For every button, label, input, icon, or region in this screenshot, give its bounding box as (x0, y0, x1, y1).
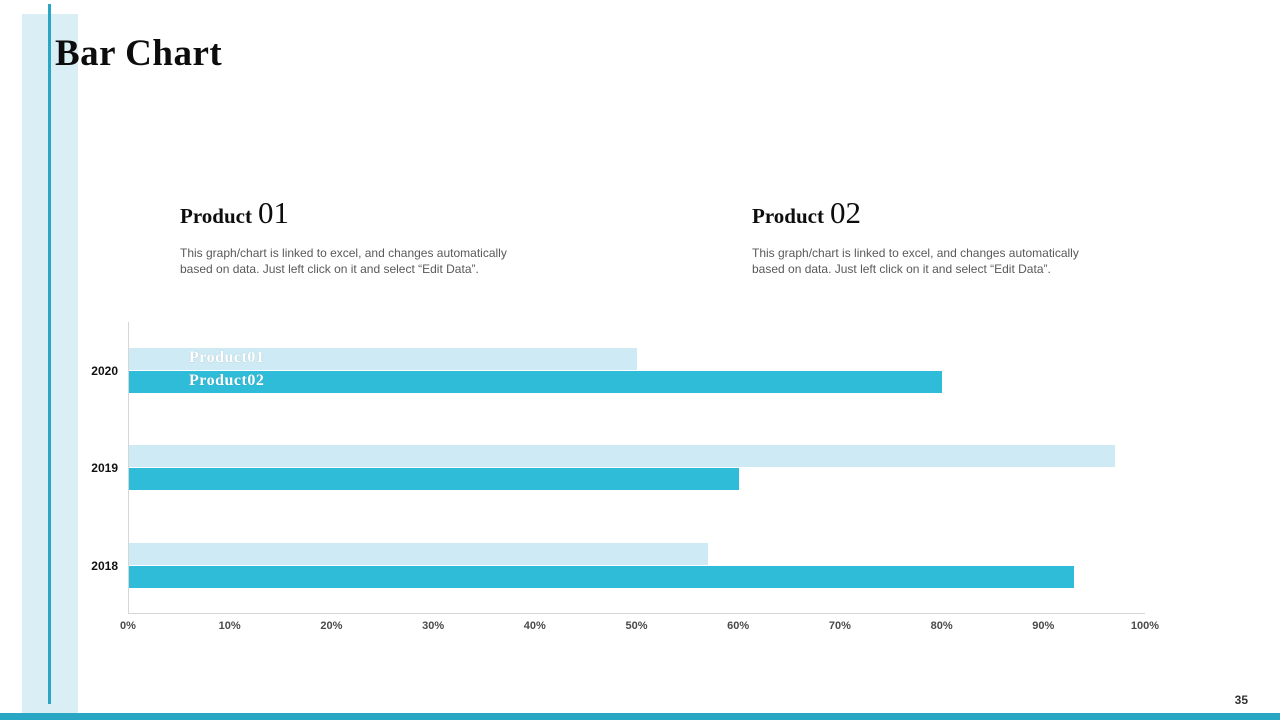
x-tick-label-50: 50% (625, 620, 648, 632)
x-tick-label-0: 0% (120, 620, 136, 632)
product-01-description: This graph/chart is linked to excel, and… (180, 246, 507, 276)
bar-product01-2020[interactable]: Product01 (129, 348, 637, 370)
x-tick-label-70: 70% (828, 620, 851, 632)
product-01-heading: Product 01 (180, 195, 520, 231)
bar-series-label-product02: Product02 (189, 372, 265, 389)
chart-plot: 2020 Product01 Product02 2019 2018 (91, 322, 1145, 614)
bar-chart[interactable]: 2020 Product01 Product02 2019 2018 0% 10% 20% 3… (91, 322, 1159, 642)
product-02-block: Product 02 This graph/chart is linked to … (752, 195, 1092, 277)
x-tick-label-20: 20% (320, 620, 343, 632)
bar-product02-2020[interactable]: Product02 (129, 371, 942, 393)
slide-title: Bar Chart (55, 33, 223, 74)
bar-product01-2018[interactable] (129, 543, 709, 565)
x-axis: 0% 10% 20% 30% 40% 50% 60% 70% 80% 90% 100% (120, 620, 1159, 642)
x-tick-label-30: 30% (422, 620, 445, 632)
product-02-number: 02 (829, 195, 861, 230)
left-accent-line (48, 4, 51, 704)
product-01-block: Product 01 This graph/chart is linked to … (180, 195, 520, 277)
bar-product01-2019[interactable] (129, 445, 1115, 467)
product-02-description: This graph/chart is linked to excel, and… (752, 246, 1079, 276)
bar-product02-2019[interactable] (129, 468, 739, 490)
x-tick-label-10: 10% (218, 620, 241, 632)
category-label-2019: 2019 (91, 461, 118, 475)
bottom-accent-bar (0, 713, 1280, 720)
x-tick-label-90: 90% (1032, 620, 1055, 632)
category-label-2018: 2018 (91, 559, 118, 573)
product-01-label: Product (180, 204, 252, 228)
bar-series-label-product01: Product01 (189, 349, 265, 366)
product-02-label: Product (752, 204, 824, 228)
x-tick-label-80: 80% (930, 620, 953, 632)
x-tick-label-40: 40% (523, 620, 546, 632)
category-label-2020: 2020 (91, 364, 118, 378)
bar-product02-2018[interactable] (129, 566, 1074, 588)
x-tick-label-100: 100% (1130, 620, 1160, 632)
page-number: 35 (1234, 693, 1248, 707)
product-01-number: 01 (257, 195, 289, 230)
product-02-heading: Product 02 (752, 195, 1092, 231)
x-tick-label-60: 60% (727, 620, 750, 632)
